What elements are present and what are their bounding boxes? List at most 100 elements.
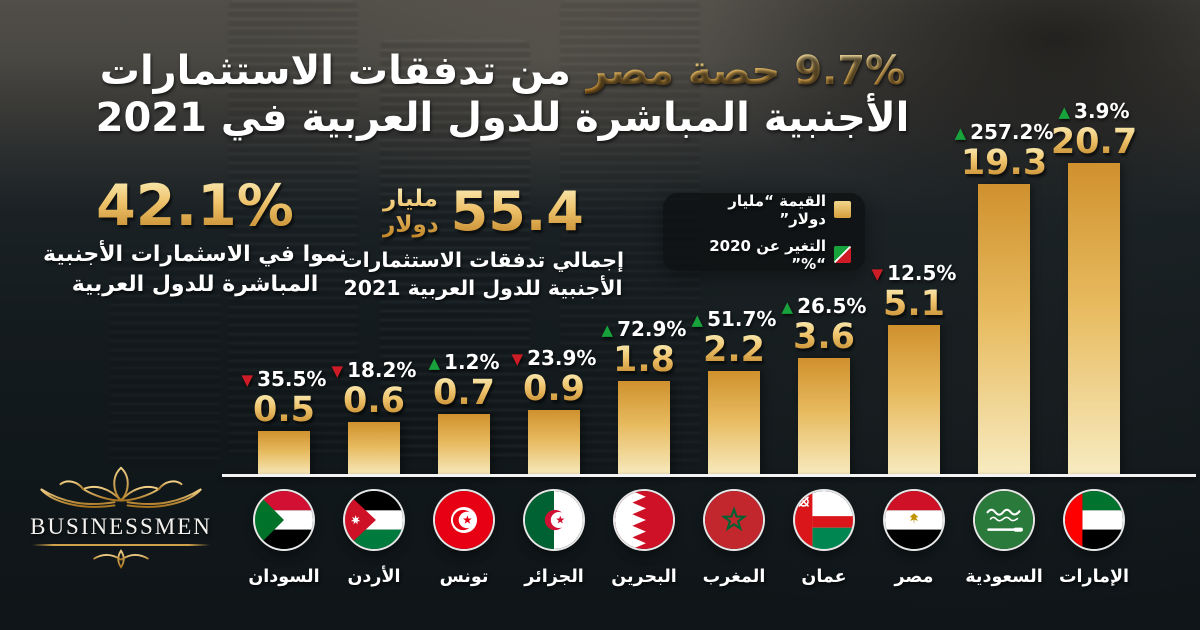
bar-algeria [528,410,580,477]
brand-logo: BUSINESSMEN [28,458,214,574]
change-label-jordan: ▼ 18.2% [332,358,417,382]
country-label-jordan: الأردن [347,567,401,587]
flag-egypt-icon [885,491,943,549]
flag-saudi-arabia-icon [975,491,1033,549]
up-triangle-icon: ▲ [428,354,441,372]
bar-group-bahrain: ▲ 72.9% 1.8 [589,317,699,477]
growth-stat: 42.1% نموا في الاسثمارات الأجنبية المباش… [35,176,355,300]
coin-stack-decoration [228,0,358,455]
total-value: 55.4 [450,180,584,243]
change-value-morocco: 51.7% [707,307,777,331]
up-triangle-icon: ▲ [601,321,614,339]
bar-saudi-arabia [978,184,1030,477]
change-label-egypt: ▼ 12.5% [872,261,957,285]
flag-sudan-icon [255,491,313,549]
change-value-bahrain: 72.9% [617,317,687,341]
change-label-tunisia: ▲ 1.2% [428,350,499,374]
flag-jordan-icon [345,491,403,549]
title-highlight: 9.7% حصة مصر [584,48,906,94]
total-caption-line-2: الأجنبية للدول العربية 2021 [343,276,623,300]
country-label-uae: الإمارات [1058,567,1130,587]
bar-group-tunisia: ▲ 1.2% 0.7 [409,350,519,477]
page-title: 9.7% حصة مصر من تدفقات الاستثمارات الأجن… [50,48,955,142]
bar-sudan [258,431,310,477]
flag-oman-icon [795,491,853,549]
logo-small-ornament-icon [93,548,149,569]
down-triangle-icon: ▼ [871,265,884,283]
growth-value: 42.1% [96,173,294,239]
up-triangle-icon: ▲ [781,298,794,316]
change-label-oman: ▲ 26.5% [782,294,867,318]
title-line-1: 9.7% حصة مصر من تدفقات الاستثمارات [50,48,955,95]
change-label-saudi-arabia: ▲ 257.2% [955,120,1054,144]
bar-group-jordan: ▼ 18.2% 0.6 [319,358,429,477]
bar-oman [798,358,850,477]
legend-value-row: القيمة “مليار دولار” [663,192,865,228]
value-label-tunisia: 0.7 [432,373,495,413]
growth-caption-line-2: المباشرة للدول العربية [71,272,319,297]
change-label-bahrain: ▲ 72.9% [602,317,687,341]
total-unit-line-2: دولار [382,212,439,238]
bar-tunisia [438,414,490,477]
total-stat: 55.4 مليار دولار إجمالي تدفقات الاستثمار… [338,184,628,302]
value-label-sudan: 0.5 [252,390,315,430]
flag-algeria-icon [525,491,583,549]
bar-group-algeria: ▼ 23.9% 0.9 [499,346,609,477]
flag-uae-icon [1065,491,1123,549]
country-label-algeria: الجزائر [524,567,584,587]
total-unit: مليار دولار [382,186,438,238]
change-label-algeria: ▼ 23.9% [512,346,597,370]
legend-value-label: القيمة “مليار دولار” [728,191,826,228]
value-label-bahrain: 1.8 [612,340,675,380]
bar-egypt [888,325,940,477]
legend-change-label: التغير عن 2020 “%” [709,236,826,273]
up-triangle-icon: ▲ [954,124,967,142]
total-caption-line-1: إجمالي تدفقات الاستثمارات [341,248,625,272]
up-triangle-icon: ▲ [691,311,704,329]
bar-group-egypt: ▼ 12.5% 5.1 [859,261,969,477]
brand-name: BUSINESSMEN [30,514,212,539]
value-label-morocco: 2.2 [702,330,765,370]
bar-group-sudan: ▼ 35.5% 0.5 [229,367,339,477]
change-label-morocco: ▲ 51.7% [692,307,777,331]
value-label-oman: 3.6 [792,317,855,357]
change-value-jordan: 18.2% [347,358,417,382]
bar-group-uae: ▲ 3.9% 20.7 [1039,99,1149,477]
down-triangle-icon: ▼ [331,362,344,380]
change-value-sudan: 35.5% [257,367,327,391]
coin-stack-decoration [110,250,220,465]
bar-jordan [348,422,400,477]
country-label-morocco: المغرب [702,567,766,587]
total-unit-line-1: مليار [382,186,438,212]
gold-square-icon [834,201,851,218]
up-triangle-icon: ▲ [1058,103,1071,121]
bar-group-morocco: ▲ 51.7% 2.2 [679,307,789,477]
value-label-jordan: 0.6 [342,381,405,421]
flag-morocco-icon [705,491,763,549]
value-label-algeria: 0.9 [522,369,585,409]
change-value-saudi-arabia: 257.2% [970,120,1054,144]
bar-group-saudi-arabia: ▲ 257.2% 19.3 [949,120,1059,477]
growth-caption-line-1: نموا في الاسثمارات الأجنبية [43,242,347,267]
country-label-bahrain: البحرين [611,567,677,587]
change-value-egypt: 12.5% [887,261,957,285]
chart-baseline [222,474,1196,477]
change-value-algeria: 23.9% [527,346,597,370]
bar-group-oman: ▲ 26.5% 3.6 [769,294,879,477]
value-label-egypt: 5.1 [882,284,945,324]
down-triangle-icon: ▼ [511,350,524,368]
bar-uae [1068,163,1120,477]
bar-bahrain [618,381,670,477]
legend-change-row: التغير عن 2020 “%” [663,237,865,273]
country-label-egypt: مصر [894,567,934,587]
businessmen-ornate-flourish-icon [40,466,202,508]
change-label-sudan: ▼ 35.5% [242,367,327,391]
change-value-tunisia: 1.2% [444,350,500,374]
country-label-sudan: السودان [248,567,320,587]
value-label-saudi-arabia: 19.3 [960,143,1048,183]
country-label-saudi-arabia: السعودية [965,567,1043,587]
value-label-uae: 20.7 [1050,122,1138,162]
country-label-tunisia: تونس [439,567,489,587]
coin-stack-decoration [380,40,530,460]
